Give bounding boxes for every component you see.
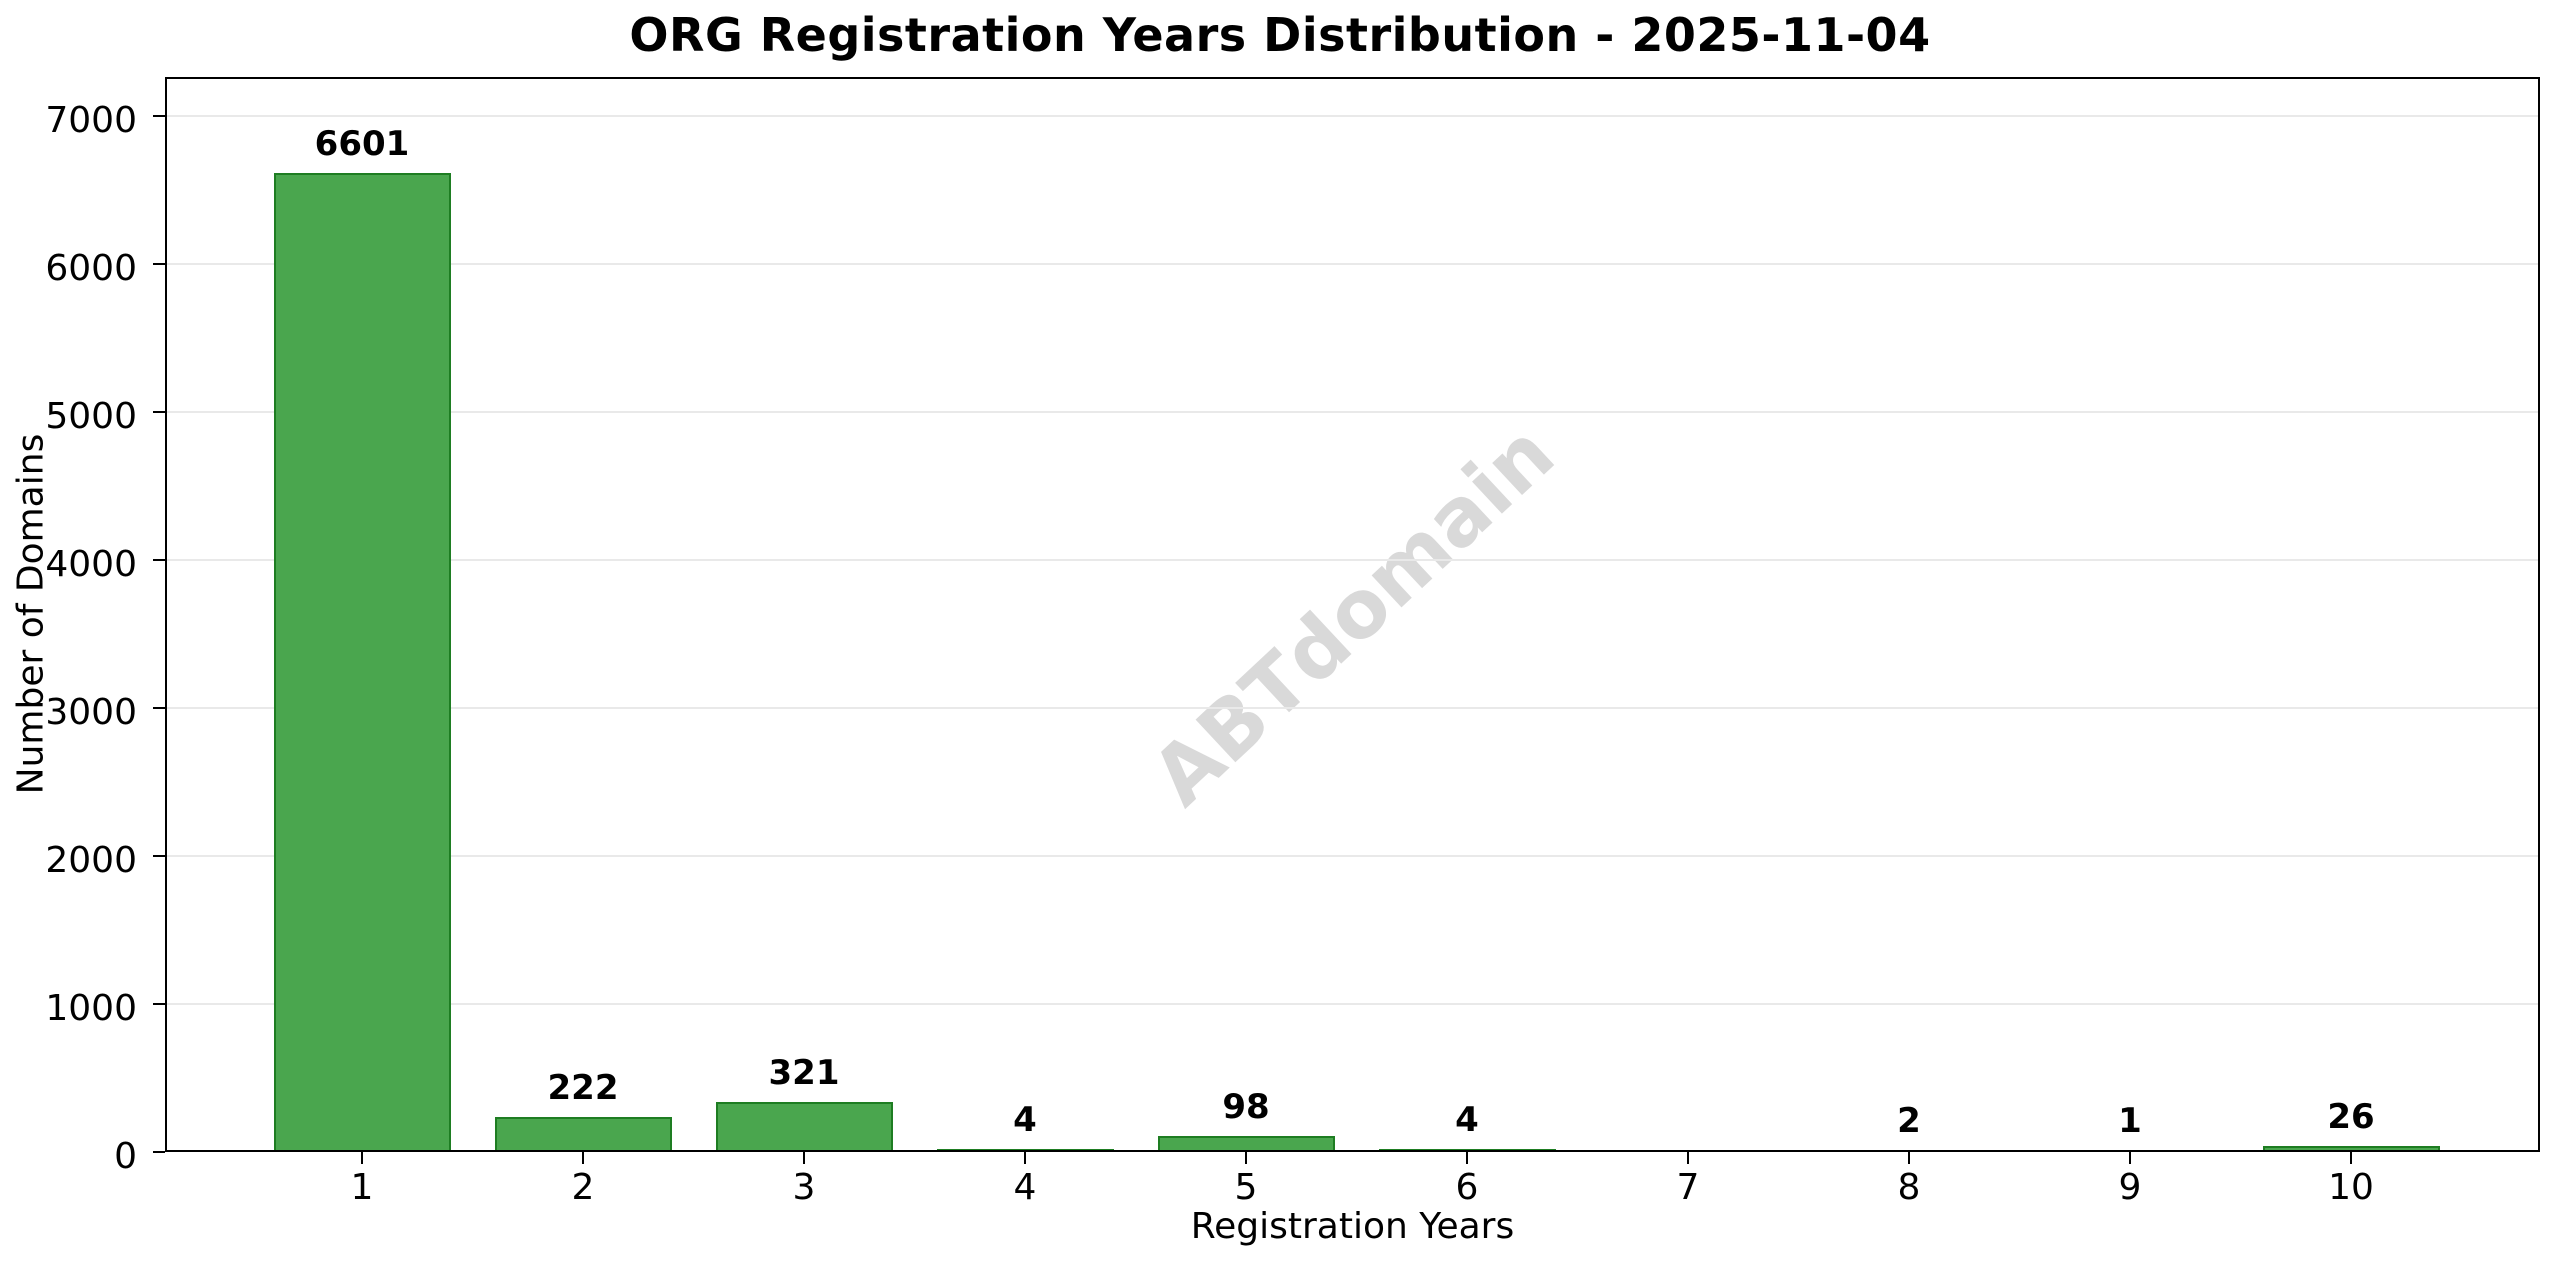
y-tick-label: 5000 <box>45 395 137 437</box>
x-tick-label: 1 <box>350 1167 374 1208</box>
x-tick-mark <box>2129 1152 2131 1164</box>
x-axis-title: Registration Years <box>1190 1206 1515 1247</box>
bar-value-label: 222 <box>547 1068 619 1109</box>
x-tick-label: 6 <box>1455 1167 1479 1208</box>
gridline <box>167 262 2538 265</box>
x-tick-label: 3 <box>792 1167 816 1208</box>
x-tick-mark <box>1908 1152 1910 1164</box>
gridline <box>167 410 2538 413</box>
bar-value-label: 26 <box>2327 1097 2375 1138</box>
x-tick-label: 9 <box>2118 1167 2142 1208</box>
bar <box>2041 1149 2219 1150</box>
gridline <box>167 854 2538 857</box>
y-tick-label: 7000 <box>45 99 137 141</box>
gridline <box>167 114 2538 117</box>
y-tick-label: 4000 <box>45 543 137 585</box>
bar-value-label: 98 <box>1222 1086 1270 1127</box>
bar <box>715 1102 893 1150</box>
bar <box>1378 1149 1556 1150</box>
y-tick-label: 6000 <box>45 247 137 289</box>
bar <box>2262 1146 2440 1150</box>
bar-value-label: 4 <box>1013 1100 1037 1141</box>
x-tick-mark <box>803 1152 805 1164</box>
x-tick-label: 5 <box>1234 1167 1258 1208</box>
y-tick-label: 0 <box>114 1136 137 1177</box>
x-tick-mark <box>2350 1152 2352 1164</box>
x-tick-mark <box>1466 1152 1468 1164</box>
bar-value-label: 2 <box>1897 1100 1921 1141</box>
y-axis-title: Number of Domains <box>10 433 52 795</box>
y-tick-label: 2000 <box>45 839 137 881</box>
y-tick-mark <box>153 262 165 265</box>
bar-value-label: 1 <box>2118 1100 2142 1141</box>
bar <box>936 1149 1114 1150</box>
x-tick-label: 7 <box>1676 1167 1700 1208</box>
y-tick-label: 1000 <box>45 987 137 1029</box>
gridline <box>167 558 2538 561</box>
bar-value-label: 6601 <box>314 123 410 164</box>
x-tick-mark <box>1024 1152 1026 1164</box>
x-tick-label: 4 <box>1013 1167 1037 1208</box>
x-tick-mark <box>1687 1152 1689 1164</box>
plot-area: ABTdomain 6601 222 321 4 98 4 2 1 26 <box>165 77 2540 1152</box>
y-tick-mark <box>153 706 165 709</box>
y-tick-mark <box>153 558 165 561</box>
chart-title: ORG Registration Years Distribution - 20… <box>629 8 1931 62</box>
x-tick-label: 2 <box>571 1167 595 1208</box>
x-tick-mark <box>361 1152 363 1164</box>
bar-value-label: 4 <box>1455 1100 1479 1141</box>
bar <box>1157 1135 1335 1150</box>
x-tick-label: 8 <box>1897 1167 1921 1208</box>
y-tick-mark <box>153 1151 165 1153</box>
x-tick-label: 10 <box>2328 1167 2374 1208</box>
y-tick-mark <box>153 1002 165 1005</box>
bar <box>1820 1149 1998 1150</box>
y-tick-mark <box>153 410 165 413</box>
y-tick-mark <box>153 114 165 117</box>
bar <box>494 1117 672 1150</box>
y-tick-mark <box>153 854 165 857</box>
x-tick-mark <box>582 1152 584 1164</box>
bar <box>273 172 451 1150</box>
y-tick-label: 3000 <box>45 691 137 733</box>
x-tick-mark <box>1245 1152 1247 1164</box>
watermark-text: ABTdomain <box>1133 406 1572 823</box>
gridline <box>167 706 2538 709</box>
bar-value-label: 321 <box>768 1053 840 1094</box>
gridline <box>167 1002 2538 1005</box>
